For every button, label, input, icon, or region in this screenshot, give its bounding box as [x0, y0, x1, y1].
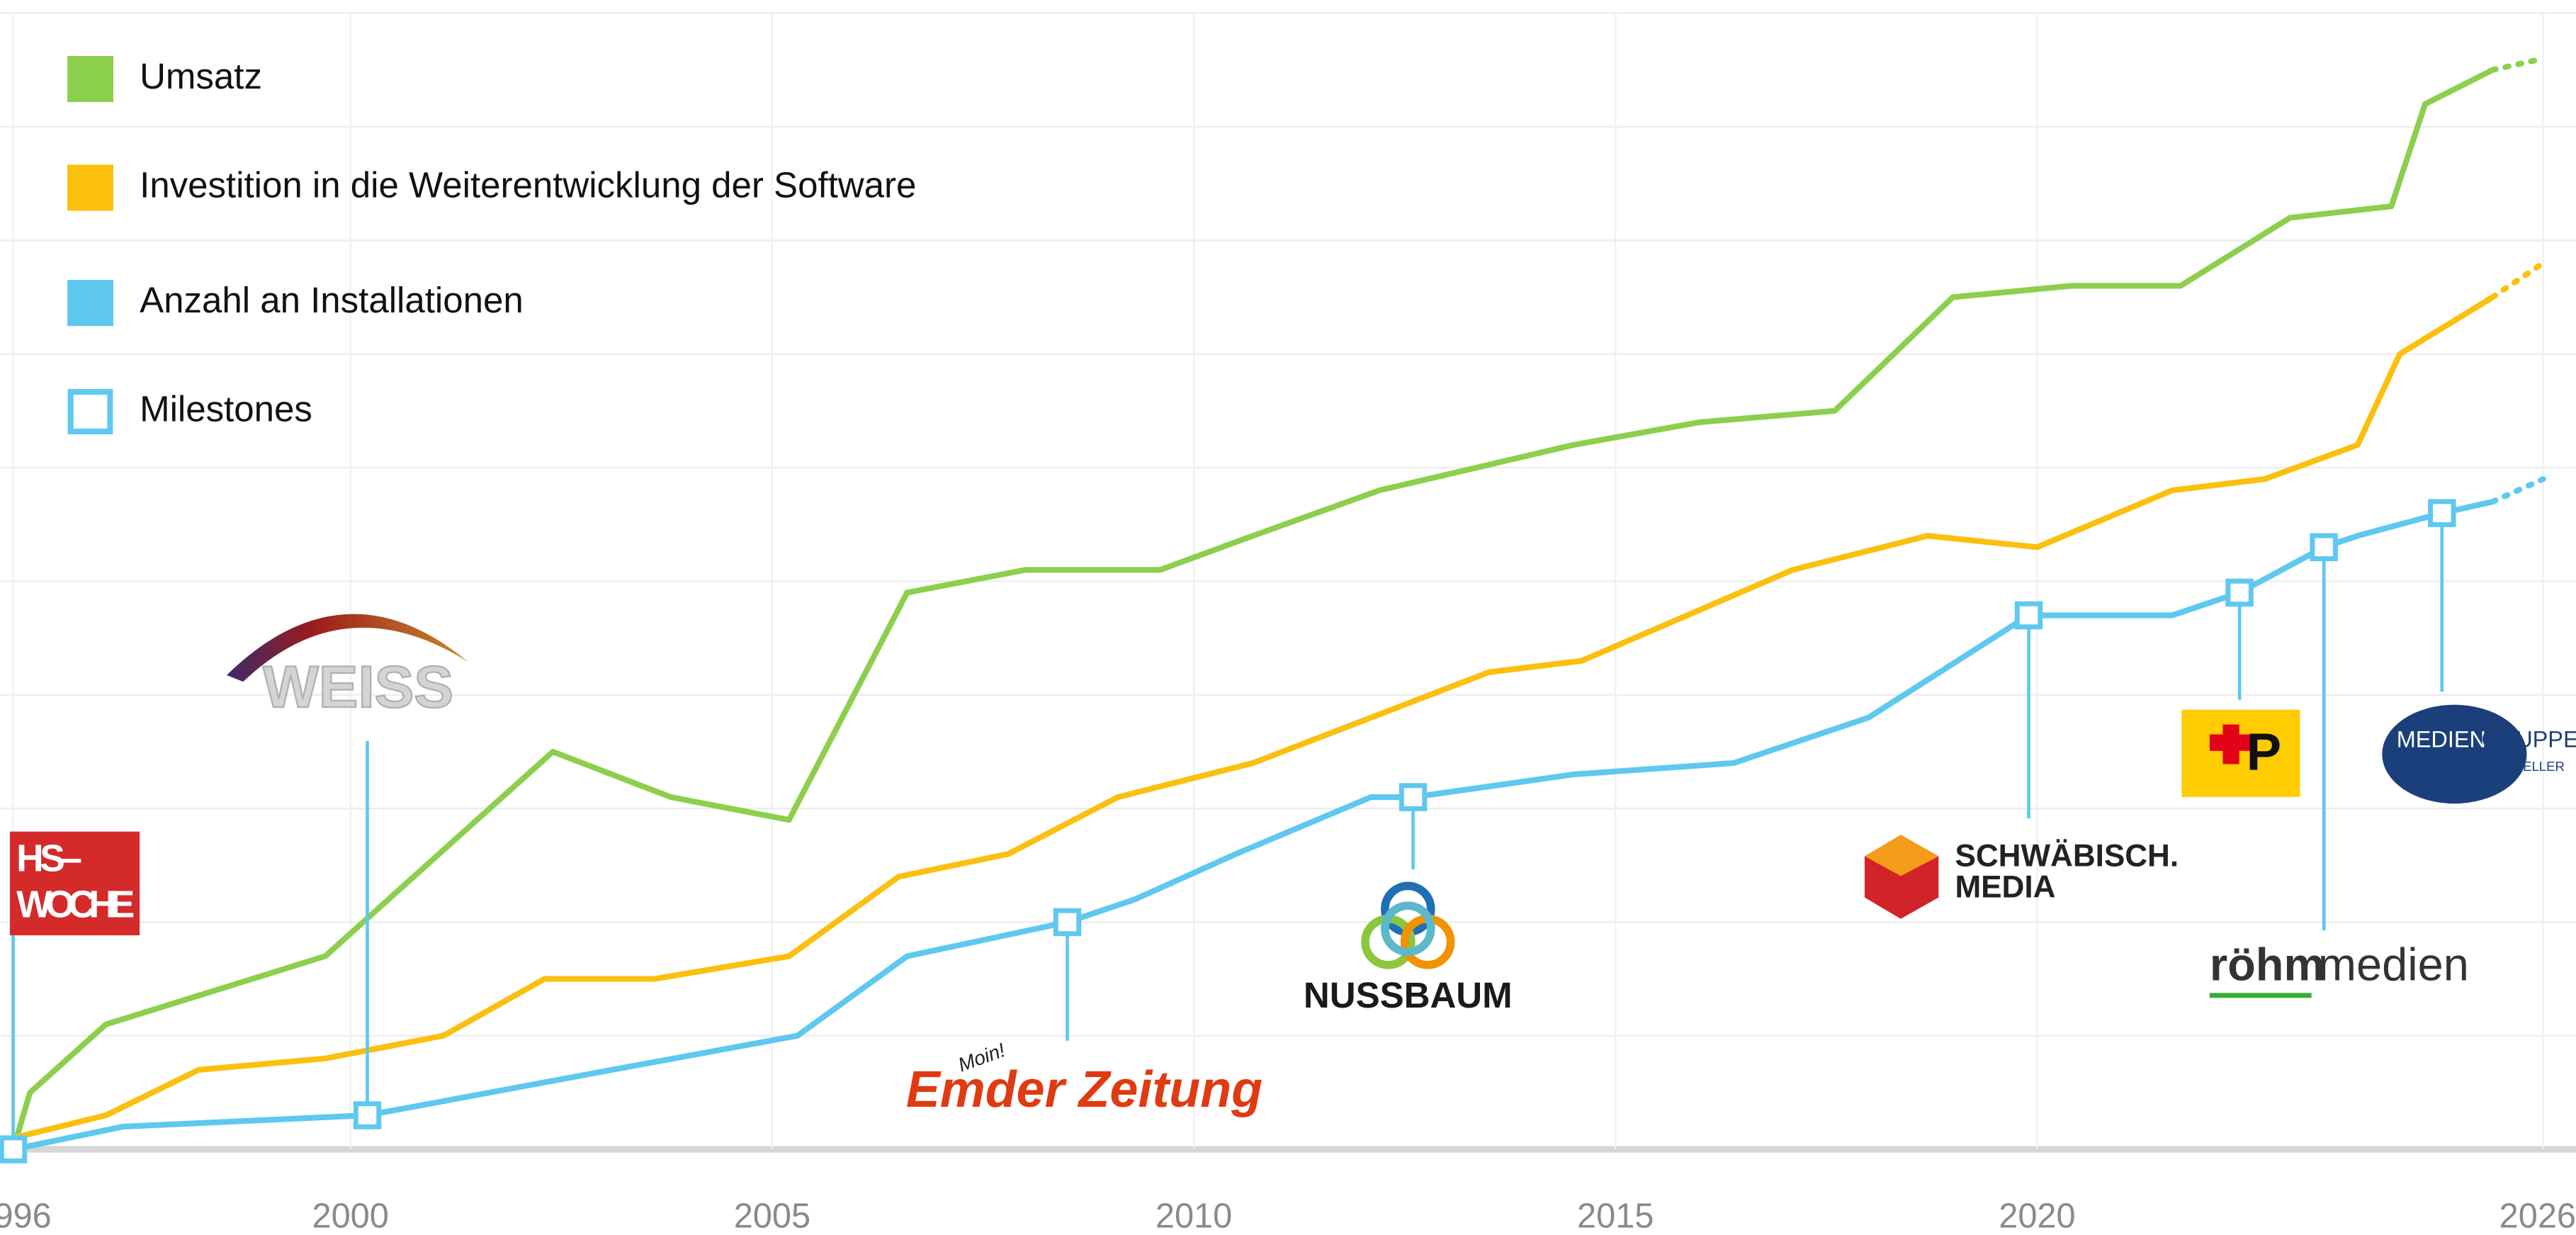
x-tick-label: 2000: [312, 1197, 389, 1235]
logo-text: WOCHE: [16, 884, 135, 926]
milestone-marker: [2428, 499, 2456, 527]
lines: [10, 55, 2546, 1153]
milestone-marker: [1053, 908, 1082, 937]
milestone-logo: P: [2181, 709, 2300, 797]
logo-text: MEDIEN: [2397, 726, 2486, 752]
logo-cross: [2209, 724, 2253, 765]
logo-text: P: [2247, 722, 2281, 781]
milestone-marker: [2225, 578, 2254, 607]
logo-text: SCHWÄBISCH.: [1955, 838, 2179, 873]
logo-text: WEISS: [263, 653, 453, 720]
logo-box: [2181, 709, 2300, 797]
milestone-logo: SCHWÄBISCH.MEDIA: [1864, 835, 2179, 919]
milestone-marker: [2014, 601, 2043, 630]
series-line: [10, 499, 2496, 1153]
legend-swatch: [67, 280, 114, 327]
milestone-logos: HS–WOCHE WEISS Moin!Emder Zeitung NUSSBAUM S…: [0, 499, 2576, 1163]
milestone-logo: NUSSBAUM: [1304, 881, 1513, 1015]
logo-text: medien: [2318, 939, 2469, 991]
legend: Umsatz Investition in die Weiterentwicklu…: [67, 56, 916, 434]
logo-text: GRUPPE: [2482, 726, 2576, 752]
milestone-marker: [1399, 783, 1428, 811]
milestone-marker: [2310, 533, 2338, 562]
logo-text: NUSSBAUM: [1304, 975, 1513, 1015]
x-tick-label: 2010: [1156, 1197, 1232, 1235]
logo-box: [9, 831, 140, 936]
logo-text: röhm: [2210, 939, 2324, 991]
legend-label: Umsatz: [140, 56, 262, 96]
x-tick-label: 2026: [2499, 1197, 2576, 1235]
legend-swatch: [67, 164, 114, 211]
legend-label: Anzahl an Installationen: [140, 280, 524, 320]
logo-text: PARZELLER: [2489, 759, 2565, 774]
x-tick-label: 1996: [0, 1197, 52, 1235]
logo-arc: [227, 614, 468, 682]
milestone-logo: HS–WOCHE: [9, 831, 140, 936]
legend-swatch: [67, 389, 113, 434]
grid: 1996 2000 2005 2010 2015 2020 2026: [0, 12, 2576, 1235]
series-line: [10, 294, 2496, 1141]
logo-shape: [2382, 704, 2527, 804]
forecast-line: [2490, 260, 2546, 300]
forecast-line: [2490, 475, 2546, 505]
legend-swatch: [67, 56, 114, 103]
logo-text: Emder Zeitung: [906, 1061, 1262, 1118]
x-tick-label: 2020: [1999, 1197, 2075, 1235]
logo-text: HS–: [16, 838, 82, 880]
milestone-marker: [0, 1135, 28, 1163]
logo-shape: [1864, 835, 1939, 876]
legend-label: Milestones: [140, 388, 312, 429]
logo-text: MEDIA: [1955, 870, 2055, 905]
milestone-logo: Moin!Emder Zeitung: [906, 1039, 1262, 1118]
logo-underline: [2209, 993, 2312, 998]
x-tick-label: 2005: [734, 1197, 810, 1235]
legend-label: Investition in die Weiterentwicklung der…: [140, 164, 916, 205]
series-line: [10, 67, 2496, 1153]
logo-ring: [1381, 901, 1435, 957]
forecast-line: [2490, 55, 2546, 73]
milestone-logo: WEISS: [227, 614, 468, 721]
milestone-marker: [353, 1101, 382, 1129]
x-tick-label: 2015: [1577, 1197, 1654, 1235]
